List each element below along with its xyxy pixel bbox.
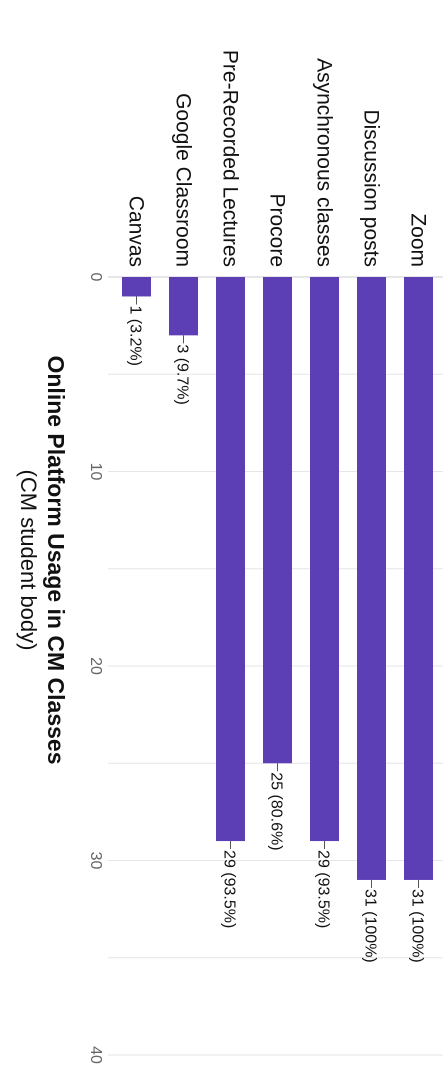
bar [169, 277, 198, 336]
tick-label: 20 [87, 657, 104, 675]
bars [122, 277, 433, 880]
bar [263, 277, 292, 764]
data-label: 29 (93.5%) [221, 850, 238, 928]
data-label: 29 (93.5%) [315, 850, 332, 928]
data-label: 31 (100%) [362, 889, 379, 963]
category-label: Google Classroom [172, 93, 195, 267]
data-label: 31 (100%) [409, 889, 426, 963]
category-label: Pre-Recorded Lectures [219, 50, 242, 267]
bar [404, 277, 433, 880]
category-label: Discussion posts [360, 109, 383, 267]
bar [310, 277, 339, 842]
tick-label: 30 [87, 852, 104, 870]
axis-ticks: 0 10 20 30 40 [87, 273, 104, 1064]
tick-label: 40 [87, 1046, 104, 1064]
data-label: 3 (9.7%) [174, 344, 191, 404]
bar [122, 277, 151, 297]
tick-label: 10 [87, 463, 104, 481]
chart-subtitle: (CM student body) [16, 470, 41, 651]
tick-label: 0 [87, 273, 104, 282]
chart-title: Online Platform Usage in CM Classes [43, 355, 69, 764]
data-labels: 31 (100%) 31 (100%) 29 (93.5%) 25 (80.6%) 29… [127, 296, 426, 963]
category-labels: Zoom Discussion posts Asynchronous classes… [125, 50, 430, 267]
category-label: Asynchronous classes [313, 58, 336, 267]
data-label: 25 (80.6%) [268, 772, 285, 850]
category-label: Canvas [125, 196, 148, 267]
bar [216, 277, 245, 842]
category-label: Procore [266, 193, 289, 267]
bar [357, 277, 386, 880]
category-label: Zoom [407, 213, 430, 267]
data-label: 1 (3.2%) [127, 305, 144, 365]
